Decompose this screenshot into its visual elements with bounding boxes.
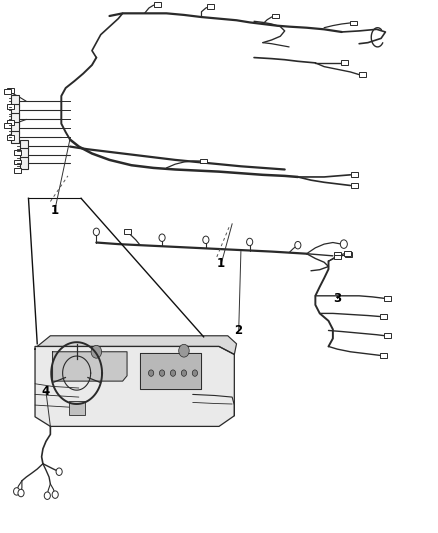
Bar bbox=[14, 168, 21, 173]
Bar bbox=[154, 2, 161, 7]
Bar bbox=[7, 120, 14, 125]
Polygon shape bbox=[37, 336, 237, 354]
Bar bbox=[7, 135, 14, 140]
Circle shape bbox=[170, 370, 176, 376]
Bar bbox=[4, 123, 11, 127]
Bar bbox=[20, 148, 28, 161]
Bar bbox=[207, 4, 214, 9]
Bar bbox=[272, 13, 279, 19]
Bar bbox=[384, 296, 391, 301]
Circle shape bbox=[181, 370, 187, 376]
Polygon shape bbox=[35, 346, 234, 426]
Bar bbox=[14, 150, 21, 155]
Bar bbox=[350, 20, 357, 25]
Bar bbox=[7, 88, 14, 93]
Bar bbox=[4, 89, 11, 94]
Circle shape bbox=[56, 468, 62, 475]
Circle shape bbox=[148, 370, 154, 376]
Circle shape bbox=[340, 240, 347, 248]
Bar bbox=[11, 95, 19, 108]
Polygon shape bbox=[53, 352, 127, 381]
Text: 3: 3 bbox=[333, 292, 341, 305]
Circle shape bbox=[44, 492, 50, 499]
Text: 1: 1 bbox=[217, 257, 225, 270]
Circle shape bbox=[18, 489, 24, 497]
Circle shape bbox=[14, 488, 20, 495]
Polygon shape bbox=[140, 353, 201, 389]
Bar bbox=[124, 229, 131, 235]
Bar bbox=[351, 172, 358, 177]
Bar bbox=[14, 160, 21, 164]
Text: 1: 1 bbox=[50, 204, 59, 217]
Circle shape bbox=[159, 370, 165, 376]
Text: 2: 2 bbox=[234, 324, 243, 337]
Bar bbox=[7, 104, 14, 109]
Bar bbox=[344, 251, 351, 255]
Bar bbox=[345, 252, 352, 257]
Bar bbox=[11, 104, 19, 117]
Bar bbox=[359, 72, 366, 77]
Circle shape bbox=[179, 344, 189, 357]
Circle shape bbox=[192, 370, 198, 376]
Bar bbox=[334, 254, 341, 259]
Bar bbox=[380, 353, 387, 358]
Circle shape bbox=[93, 228, 99, 236]
Bar bbox=[384, 334, 391, 338]
Circle shape bbox=[203, 236, 209, 244]
Bar bbox=[11, 113, 19, 126]
Bar bbox=[69, 401, 85, 415]
Text: 4: 4 bbox=[42, 385, 50, 398]
Circle shape bbox=[295, 241, 301, 249]
Bar bbox=[11, 131, 19, 143]
Bar bbox=[20, 157, 28, 169]
Bar bbox=[334, 252, 341, 257]
Circle shape bbox=[52, 491, 58, 498]
Circle shape bbox=[91, 345, 102, 358]
Bar bbox=[20, 140, 28, 152]
Bar bbox=[11, 122, 19, 134]
Bar bbox=[351, 183, 358, 188]
Bar bbox=[341, 60, 348, 65]
Circle shape bbox=[247, 238, 253, 246]
Bar bbox=[200, 159, 207, 163]
Circle shape bbox=[159, 234, 165, 241]
Bar bbox=[380, 314, 387, 319]
